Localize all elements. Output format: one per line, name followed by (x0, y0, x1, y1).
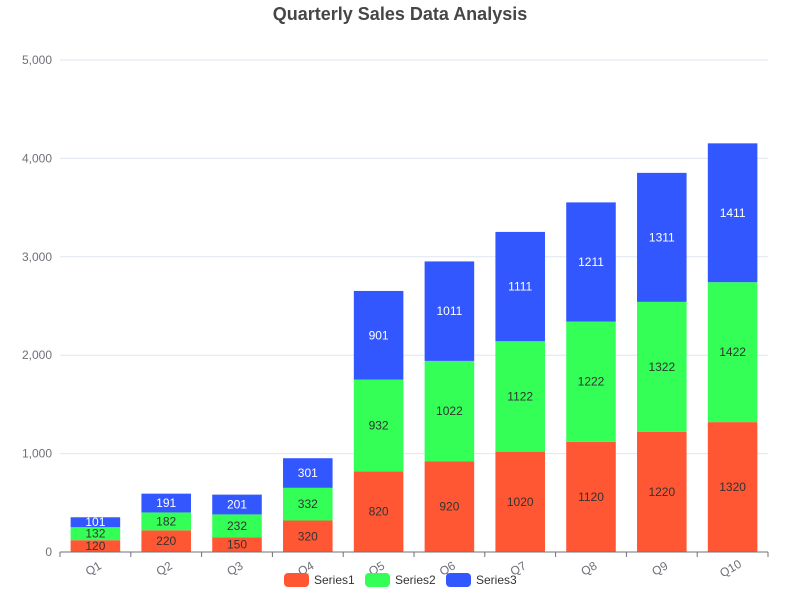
bar-series1-q5[interactable] (353, 471, 404, 552)
bar-series1-q3[interactable] (212, 537, 262, 552)
bar-series3-q8[interactable] (566, 202, 616, 322)
data-label: 120 (85, 539, 105, 553)
bar-series1-q2[interactable] (141, 530, 191, 552)
data-label: 1011 (436, 304, 462, 318)
y-axis-ticks: 0 1,000 2,000 3,000 4,000 5,000 (22, 53, 52, 559)
legend[interactable]: Series1 Series2 Series3 (284, 573, 517, 587)
x-tick-label: Q8 (579, 558, 600, 578)
data-label: 101 (85, 515, 105, 529)
bar-series1-q8[interactable] (566, 441, 616, 552)
bar-series2-q3[interactable] (212, 514, 262, 538)
bar-series1-q4[interactable] (283, 520, 333, 552)
legend-swatch (365, 573, 390, 587)
bar-series2-q10[interactable] (707, 282, 758, 423)
bar-series2-q9[interactable] (637, 301, 687, 432)
bar-series1-q10[interactable] (707, 422, 758, 552)
y-tick-label: 3,000 (22, 250, 52, 264)
data-label: 320 (298, 529, 318, 543)
legend-label: Series2 (395, 573, 436, 587)
data-label: 132 (85, 527, 105, 541)
legend-swatch (446, 573, 471, 587)
data-label: 232 (227, 519, 247, 533)
bar-series3-q10[interactable] (707, 143, 758, 283)
data-label: 901 (369, 328, 389, 342)
data-label: 1411 (720, 206, 746, 220)
y-tick-label: 4,000 (22, 151, 52, 165)
chart-title: Quarterly Sales Data Analysis (273, 4, 527, 24)
data-label: 191 (156, 496, 176, 510)
x-tick-label: Q9 (649, 558, 670, 578)
data-label: 201 (227, 498, 247, 512)
data-label: 920 (439, 500, 459, 514)
data-label: 1220 (648, 485, 675, 499)
data-label: 932 (369, 418, 389, 432)
bar-series1-q7[interactable] (495, 451, 545, 552)
bar-series2-q8[interactable] (566, 321, 616, 442)
legend-label: Series3 (476, 573, 517, 587)
bars[interactable] (70, 143, 758, 552)
legend-item-series3[interactable]: Series3 (446, 573, 517, 587)
x-tick-label: Q10 (717, 557, 744, 581)
y-tick-label: 2,000 (22, 348, 52, 362)
bar-series1-q6[interactable] (424, 461, 475, 552)
x-tick-label: Q1 (83, 558, 104, 578)
legend-label: Series1 (314, 573, 355, 587)
data-label: 1222 (578, 375, 605, 389)
data-label: 1020 (507, 495, 534, 509)
bar-series2-q2[interactable] (141, 512, 191, 531)
bar-series3-q1[interactable] (70, 517, 121, 528)
data-label: 1322 (648, 360, 675, 374)
bar-series1-q9[interactable] (637, 431, 687, 552)
bar-series3-q3[interactable] (212, 494, 262, 515)
data-label: 1111 (508, 280, 532, 294)
bar-series3-q5[interactable] (353, 290, 404, 380)
x-tick-label: Q2 (154, 558, 175, 578)
legend-swatch (284, 573, 309, 587)
bar-series3-q7[interactable] (495, 231, 545, 342)
legend-item-series1[interactable]: Series1 (284, 573, 355, 587)
bar-series2-q6[interactable] (424, 360, 475, 462)
bar-series2-q7[interactable] (495, 341, 545, 452)
bar-series3-q6[interactable] (424, 261, 475, 361)
data-label: 1320 (719, 480, 746, 494)
bar-series1-q1[interactable] (70, 540, 121, 552)
legend-item-series2[interactable]: Series2 (365, 573, 436, 587)
data-label: 1122 (507, 389, 533, 403)
y-tick-label: 5,000 (22, 53, 52, 67)
y-tick-label: 0 (45, 545, 52, 559)
bar-series3-q2[interactable] (141, 493, 191, 513)
data-label: 1120 (578, 490, 604, 504)
data-label: 150 (227, 538, 247, 552)
data-label: 1422 (719, 345, 746, 359)
data-label: 820 (369, 505, 389, 519)
bar-series3-q4[interactable] (283, 458, 333, 488)
x-tick-label: Q3 (225, 558, 246, 578)
bar-series2-q5[interactable] (353, 379, 404, 472)
bar-series3-q9[interactable] (637, 172, 687, 302)
y-tick-label: 1,000 (22, 447, 52, 461)
data-label: 182 (156, 514, 176, 528)
bar-series2-q4[interactable] (283, 487, 333, 521)
data-label: 220 (156, 534, 176, 548)
bar-series2-q1[interactable] (70, 527, 121, 541)
data-label: 1022 (436, 404, 463, 418)
data-label: 332 (298, 497, 318, 511)
data-label: 301 (298, 466, 318, 480)
data-label: 1311 (649, 230, 675, 244)
data-label: 1211 (578, 255, 604, 269)
